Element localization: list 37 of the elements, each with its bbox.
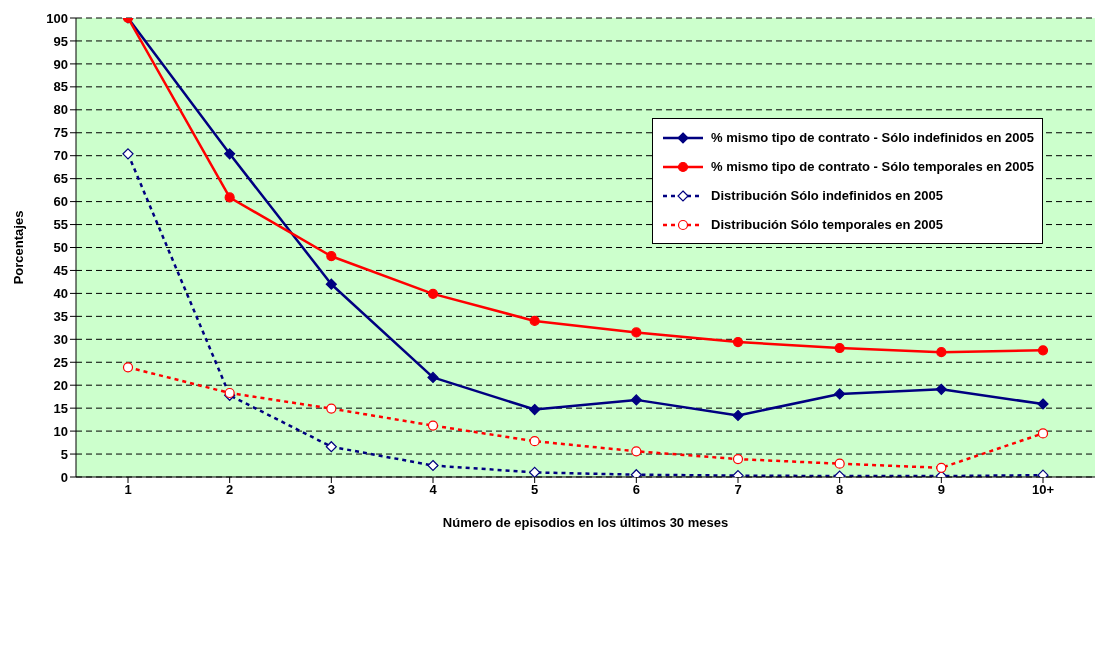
x-tick-label: 9 xyxy=(937,482,945,498)
y-tick-label: 75 xyxy=(53,125,68,141)
y-tick-label: 40 xyxy=(53,286,68,302)
legend-label: Distribución Sólo temporales en 2005 xyxy=(711,217,943,232)
y-tick-label: 100 xyxy=(46,10,68,26)
y-tick-label: 70 xyxy=(53,148,68,164)
y-tick-label: 60 xyxy=(53,194,68,210)
y-axis-title: Porcentajes xyxy=(10,210,26,285)
legend-label: % mismo tipo de contrato - Sólo indefinidos en 2005 xyxy=(711,130,1034,145)
y-tick-label: 95 xyxy=(53,33,68,49)
x-tick-label: 4 xyxy=(429,482,438,498)
y-tick-label: 0 xyxy=(60,469,68,485)
y-tick-label: 35 xyxy=(53,308,68,324)
x-tick-label: 6 xyxy=(632,482,640,498)
y-tick-label: 65 xyxy=(53,171,68,187)
y-tick-label: 30 xyxy=(53,331,68,347)
y-tick-label: 80 xyxy=(53,102,68,118)
x-tick-label: 10+ xyxy=(1031,482,1055,498)
x-tick-label: 3 xyxy=(327,482,335,498)
y-tick-label: 15 xyxy=(53,400,68,416)
y-tick-label: 20 xyxy=(53,377,68,393)
x-axis-title: Número de episodios en los últimos 30 meses xyxy=(442,515,729,530)
y-tick-label: 5 xyxy=(60,446,68,462)
y-tick-label: 25 xyxy=(53,354,68,370)
legend-label: Distribución Sólo indefinidos en 2005 xyxy=(711,188,943,203)
x-tick-label: 2 xyxy=(226,482,234,498)
x-tick-label: 5 xyxy=(531,482,539,498)
y-tick-label: 10 xyxy=(53,423,68,439)
y-tick-label: 50 xyxy=(53,240,68,256)
x-tick-label: 7 xyxy=(734,482,742,498)
y-tick-label: 45 xyxy=(53,263,68,279)
y-tick-label: 55 xyxy=(53,217,68,233)
x-tick-label: 1 xyxy=(124,482,132,498)
x-tick-label: 8 xyxy=(836,482,844,498)
y-tick-label: 85 xyxy=(53,79,68,95)
y-tick-label: 90 xyxy=(53,56,68,72)
legend-label: % mismo tipo de contrato - Sólo temporales en 2005 xyxy=(711,159,1034,174)
